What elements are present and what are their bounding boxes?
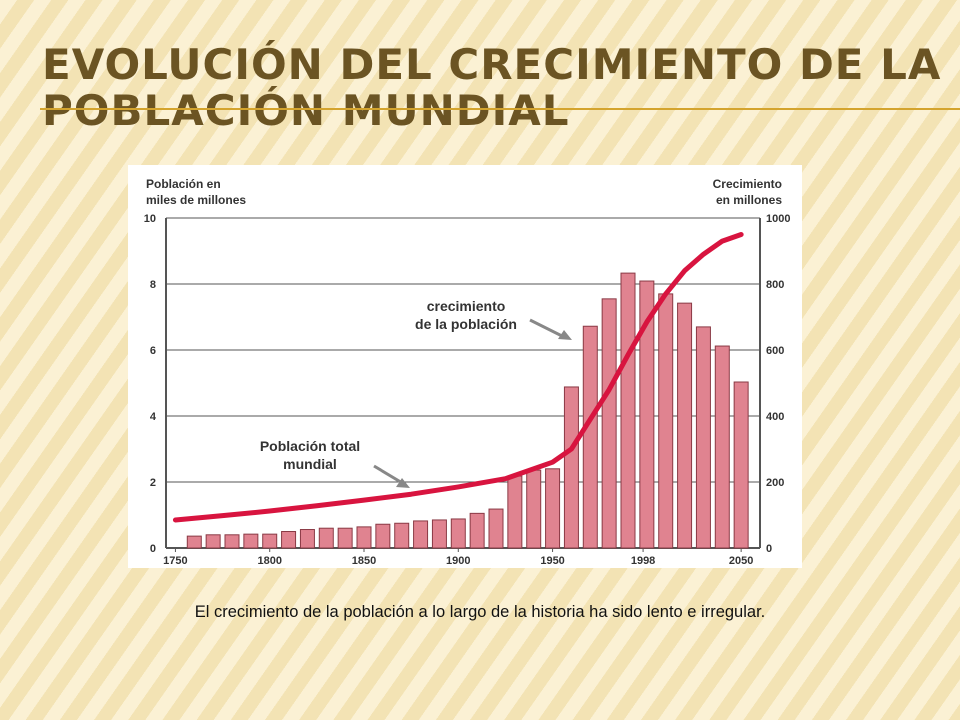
y-axis-label: miles de millones: [146, 193, 246, 207]
bar: [507, 475, 523, 549]
caption: El crecimiento de la población a lo larg…: [194, 603, 766, 621]
y2-axis-label: en millones: [716, 193, 782, 207]
bar: [413, 520, 429, 549]
bar: [563, 386, 579, 549]
bar: [450, 518, 466, 549]
bar: [337, 527, 353, 549]
x-tick-label: 1750: [163, 555, 187, 567]
bar: [205, 534, 221, 549]
bar: [695, 326, 711, 549]
bar: [431, 519, 447, 549]
annotation-arrow-head: [396, 478, 410, 488]
bar: [469, 512, 485, 549]
y-axis-label: Población en: [146, 177, 221, 191]
y2-tick-label: 800: [766, 279, 784, 291]
x-tick-label: 1998: [631, 555, 655, 567]
bar: [243, 533, 259, 549]
x-tick-label: 1900: [446, 555, 470, 567]
y-tick-label: 2: [150, 477, 156, 489]
annotation: de la población: [415, 316, 517, 332]
plot: 0 2 4 6 8 10 0 200 400 600 800 1000 1750 1800 1850 1900…: [144, 213, 791, 567]
annotation-arrow: [373, 464, 405, 486]
y-tick-label: 6: [150, 345, 156, 357]
bar: [299, 529, 315, 549]
y-tick-label: 0: [150, 543, 156, 555]
bar: [186, 535, 202, 549]
title-rule: [40, 108, 960, 110]
y-tick-label: 8: [150, 279, 156, 291]
y-tick-label: 4: [150, 411, 157, 423]
x-tick-label: 1850: [352, 555, 376, 567]
bar: [658, 293, 674, 549]
title-line: EVOLUCIÓN DEL CRECIMIENTO DE LA: [42, 40, 942, 89]
annotation: Población total: [260, 438, 360, 454]
annotation: crecimiento: [427, 298, 506, 314]
bar: [620, 272, 636, 549]
annotation-arrow-head: [558, 330, 572, 340]
annotation: mundial: [283, 456, 337, 472]
bar: [677, 302, 693, 549]
bar: [262, 533, 278, 549]
bar: [224, 534, 240, 549]
population-line: [172, 232, 744, 523]
bar: [281, 531, 297, 549]
slide-title: EVOLUCIÓN DEL CRECIMIENTO DE LA POBLACIÓ…: [42, 42, 941, 134]
bar: [488, 508, 504, 549]
bar: [714, 345, 730, 549]
x-tick-label: 1800: [257, 555, 281, 567]
y-tick-label: 10: [144, 213, 156, 225]
bar: [394, 522, 410, 549]
bar: [733, 381, 749, 549]
bar: [545, 468, 561, 549]
bar: [639, 280, 655, 549]
y2-axis-label: Crecimiento: [713, 177, 782, 191]
bar: [582, 325, 598, 549]
x-tick-label: 1950: [540, 555, 564, 567]
y2-tick-label: 1000: [766, 213, 790, 225]
bar: [318, 527, 334, 549]
bar: [356, 526, 372, 549]
y2-tick-label: 600: [766, 345, 784, 357]
title-line: POBLACIÓN MUNDIAL: [42, 86, 570, 135]
bar: [601, 298, 617, 549]
y2-tick-label: 200: [766, 477, 784, 489]
y2-tick-label: 0: [766, 543, 772, 555]
x-tick-label: 2050: [729, 555, 753, 567]
y2-tick-label: 400: [766, 411, 784, 423]
bar: [375, 523, 391, 549]
annotation-arrow: [529, 318, 567, 340]
bar: [526, 469, 542, 549]
